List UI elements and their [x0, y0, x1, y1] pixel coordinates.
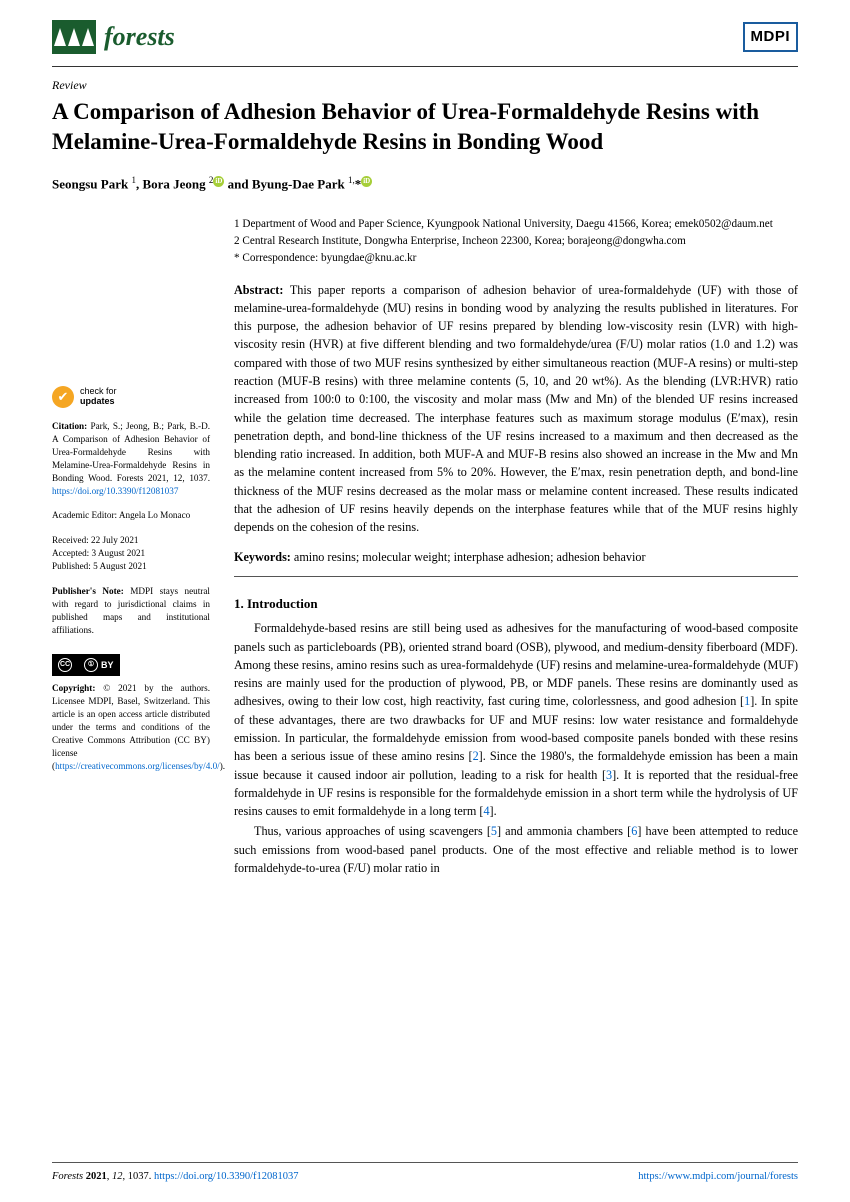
section-1-title: 1. Introduction	[234, 595, 798, 614]
sidebar-column: ✔ check for updates Citation: Park, S.; …	[52, 216, 210, 879]
forests-trees-icon	[52, 20, 96, 54]
dates-block: Received: 22 July 2021 Accepted: 3 Augus…	[52, 534, 210, 573]
publishers-note: Publisher's Note: MDPI stays neutral wit…	[52, 585, 210, 637]
keywords-text: amino resins; molecular weight; interpha…	[294, 550, 646, 564]
check-updates-badge[interactable]: ✔ check for updates	[52, 386, 210, 408]
check-updates-icon: ✔	[52, 386, 74, 408]
article-type: Review	[52, 77, 798, 94]
affiliation-2: 2 Central Research Institute, Dongwha En…	[234, 233, 798, 250]
section-divider	[234, 576, 798, 577]
authors-line: Seongsu Park 1, Bora Jeong 2iD and Byung…	[52, 174, 798, 194]
keywords: Keywords: amino resins; molecular weight…	[234, 549, 798, 567]
abstract: Abstract: This paper reports a compariso…	[234, 281, 798, 537]
affiliation-1: 1 Department of Wood and Paper Science, …	[234, 216, 798, 233]
header-bar: forests MDPI	[0, 0, 850, 66]
footer-right[interactable]: https://www.mdpi.com/journal/forests	[638, 1169, 798, 1184]
check-updates-text1: check for	[80, 386, 117, 396]
journal-name: forests	[104, 18, 175, 56]
abstract-text: This paper reports a comparison of adhes…	[234, 283, 798, 535]
editor-block: Academic Editor: Angela Lo Monaco	[52, 509, 210, 522]
check-updates-text2: updates	[80, 397, 117, 407]
page-footer: Forests 2021, 12, 1037. https://doi.org/…	[52, 1162, 798, 1184]
correspondence: * Correspondence: byungdae@knu.ac.kr	[234, 250, 798, 267]
header-divider	[52, 66, 798, 67]
footer-left: Forests 2021, 12, 1037. https://doi.org/…	[52, 1169, 298, 1184]
citation-block: Citation: Park, S.; Jeong, B.; Park, B.-…	[52, 420, 210, 497]
main-column: 1 Department of Wood and Paper Science, …	[234, 216, 798, 879]
affiliations: 1 Department of Wood and Paper Science, …	[234, 216, 798, 266]
cc-license-badge[interactable]: CC ① BY	[52, 654, 120, 676]
introduction-body: Formaldehyde-based resins are still bein…	[234, 619, 798, 877]
mdpi-logo[interactable]: MDPI	[743, 22, 799, 52]
copyright-block: Copyright: © 2021 by the authors. Licens…	[52, 682, 210, 772]
article-title: A Comparison of Adhesion Behavior of Ure…	[52, 97, 798, 156]
journal-logo: forests	[52, 18, 175, 56]
